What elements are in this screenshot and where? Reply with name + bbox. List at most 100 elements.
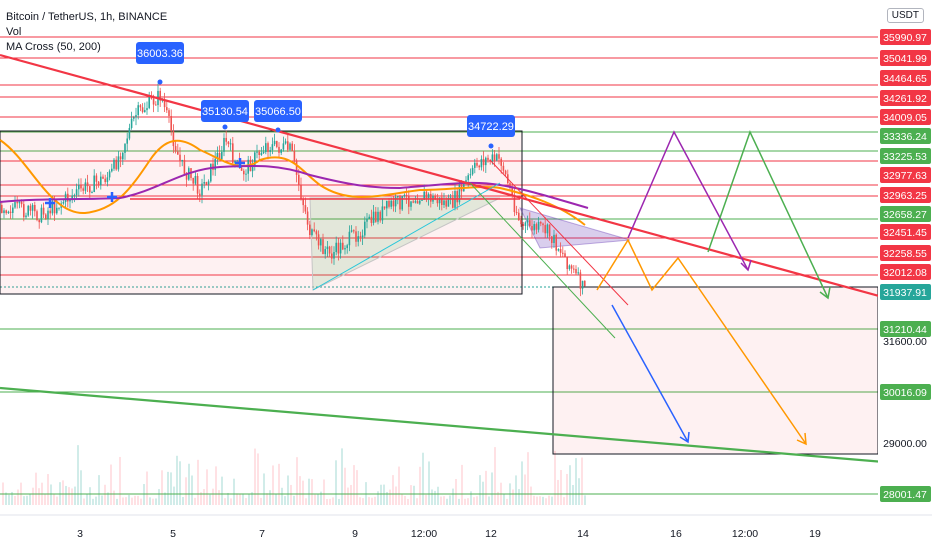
candle-body	[548, 224, 551, 237]
volume-bar	[458, 498, 460, 505]
volume-bar	[497, 491, 499, 505]
candle-body	[205, 182, 208, 185]
candle-body	[69, 199, 71, 202]
axis-tag-13	[880, 321, 931, 337]
candle-body	[245, 173, 247, 175]
volume-bar	[578, 478, 580, 505]
candle-body	[577, 272, 579, 274]
axis-label-17: 28001.47	[883, 489, 927, 501]
green-downtrend-line	[0, 386, 932, 468]
volume-bar	[203, 489, 205, 505]
candle-body	[419, 200, 421, 204]
candle-body	[207, 181, 210, 185]
axis-label-14: 31600.00	[883, 336, 927, 348]
axis-tag-4	[880, 109, 931, 125]
volume-bar	[425, 494, 427, 505]
candle-body	[31, 205, 34, 211]
volume-bar	[296, 457, 298, 505]
candle-body	[117, 156, 120, 170]
volume-bar	[317, 494, 319, 505]
volume-bar	[470, 491, 472, 505]
axis-tag-2	[880, 70, 931, 86]
volume-bar	[173, 486, 175, 505]
candle-body	[542, 223, 544, 226]
volume-bar	[224, 498, 226, 505]
green-arrowhead	[819, 286, 831, 300]
candle-body	[355, 231, 357, 242]
candle-body	[570, 265, 573, 269]
volume-bar	[254, 448, 256, 505]
candle-body	[91, 191, 93, 193]
candle-body	[29, 205, 32, 211]
candle-body	[399, 195, 401, 210]
candle-body	[34, 205, 36, 212]
triangle-support-line	[312, 182, 501, 291]
candle-body	[104, 178, 106, 183]
candle-body	[262, 152, 265, 154]
volume-bar	[110, 464, 112, 505]
axis-label-1: 35041.99	[883, 53, 927, 65]
candle-body	[386, 200, 388, 209]
volume-bar	[143, 484, 145, 505]
candle-body	[302, 198, 304, 206]
candle-body	[71, 195, 73, 200]
candle-body	[469, 174, 472, 176]
axis-tag-17	[880, 486, 931, 502]
volume-bar	[80, 470, 82, 505]
volume-bar	[122, 497, 124, 505]
axis-tag-0	[880, 29, 931, 45]
volume-bar	[476, 496, 478, 505]
volume-bar	[14, 495, 16, 505]
volume-bar	[74, 486, 76, 505]
candle-body	[269, 150, 271, 152]
volume-bar	[167, 471, 169, 505]
volume-bar	[83, 498, 85, 505]
volume-bar	[251, 492, 253, 505]
candle-body	[553, 234, 555, 243]
candle-body	[144, 110, 146, 113]
candle-body	[476, 162, 478, 166]
candle-body	[364, 221, 366, 236]
drawn-shapes	[0, 130, 879, 455]
volume-bar	[302, 480, 304, 505]
candle-body	[463, 182, 465, 192]
volume-bar	[197, 459, 199, 505]
candle-body	[38, 220, 40, 223]
projection-paths	[596, 130, 831, 446]
volume-bar	[413, 485, 415, 505]
candle-body	[350, 230, 353, 232]
candle-body	[304, 205, 307, 212]
candle-body	[232, 143, 234, 163]
time-tick-6: 14	[577, 528, 589, 540]
volume-bar	[209, 494, 211, 505]
candle-body	[361, 235, 364, 238]
callout-dot-3	[488, 143, 494, 149]
candle-body	[480, 159, 483, 168]
volume-bar	[38, 488, 40, 505]
axis-label-16: 29000.00	[883, 438, 927, 450]
candle-body	[124, 143, 126, 153]
time-tick-8: 12:00	[732, 528, 758, 540]
candle-body	[359, 236, 362, 238]
volume-bar	[386, 491, 388, 505]
candle-body	[573, 268, 575, 270]
callout-dot-1	[222, 124, 228, 130]
callout-box-3	[467, 115, 515, 137]
candle-body	[346, 245, 348, 249]
candle-body	[421, 199, 423, 201]
candle-body	[126, 138, 128, 144]
volume-bar	[437, 486, 439, 505]
axis-label-2: 34464.65	[883, 73, 927, 85]
candle-body	[67, 193, 69, 202]
volume-bar	[428, 461, 430, 505]
volume-bar	[533, 495, 535, 505]
time-axis: 3 5 7 9 12:00 12 14 16 12:00 19	[0, 514, 932, 540]
candle-body	[306, 211, 309, 225]
candle-body	[388, 200, 390, 207]
candle-body	[344, 248, 346, 250]
candle-body	[309, 224, 311, 235]
candle-body	[9, 211, 12, 213]
currency-badge[interactable]: USDT	[886, 8, 924, 23]
candle-body	[260, 152, 263, 155]
